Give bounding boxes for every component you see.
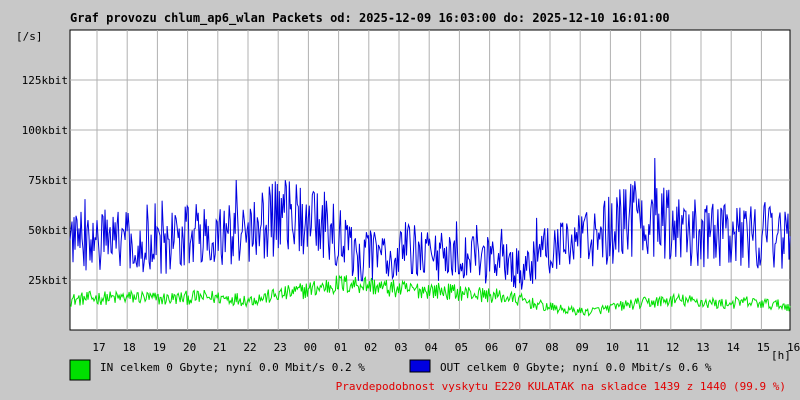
x-tick-label: 11 — [636, 341, 649, 354]
x-tick-label: 22 — [243, 341, 256, 354]
y-tick-label: 50kbit — [28, 224, 68, 237]
x-tick-label: 21 — [213, 341, 226, 354]
x-axis-unit-label: [h] — [771, 349, 791, 362]
x-tick-label: 14 — [727, 341, 741, 354]
x-tick-label: 20 — [183, 341, 196, 354]
x-tick-labels: 17 18 19 20 21 22 23 00 01 02 03 04 05 06 07 08 09 10 11 12… — [92, 341, 800, 354]
legend-in-swatch — [69, 359, 91, 381]
series-lines — [69, 157, 791, 317]
x-tick-label: 13 — [696, 341, 709, 354]
legend-out-swatch — [409, 359, 431, 373]
x-tick-label: 01 — [334, 341, 347, 354]
x-tick-label: 17 — [92, 341, 105, 354]
y-tick-label: 100kbit — [22, 124, 68, 137]
x-tick-label: 12 — [666, 341, 679, 354]
grid — [70, 30, 790, 330]
series-line-out — [69, 157, 791, 290]
y-tick-label: 25kbit — [28, 274, 68, 287]
y-tick-labels: 25kbit 50kbit 75kbit 100kbit 125kbit — [22, 74, 68, 287]
legend-out-label: OUT celkem 0 Gbyte; nyní 0.0 Mbit/s 0.6 … — [440, 361, 712, 374]
legend-in-label: IN celkem 0 Gbyte; nyní 0.0 Mbit/s 0.2 % — [100, 361, 365, 374]
x-tick-label: 05 — [455, 341, 468, 354]
x-tick-label: 00 — [304, 341, 317, 354]
x-tick-label: 09 — [576, 341, 589, 354]
series-line-in — [70, 274, 791, 317]
x-tick-label: 04 — [425, 341, 439, 354]
x-tick-label: 06 — [485, 341, 498, 354]
y-tick-label: 75kbit — [28, 174, 68, 187]
x-tick-label: 10 — [606, 341, 619, 354]
footer-note: Pravdepodobnost vyskytu E220 KULATAK na … — [336, 380, 786, 393]
x-tick-label: 15 — [757, 341, 770, 354]
x-tick-label: 07 — [515, 341, 528, 354]
y-tick-label: 125kbit — [22, 74, 68, 87]
x-tick-label: 23 — [274, 341, 287, 354]
x-tick-label: 16 — [787, 341, 800, 354]
x-tick-label: 08 — [545, 341, 558, 354]
y-axis-unit-label: [/s] — [16, 30, 43, 43]
x-tick-label: 18 — [123, 341, 136, 354]
chart-title: Graf provozu chlum_ap6_wlan Packets od: … — [70, 11, 670, 26]
x-tick-label: 03 — [394, 341, 407, 354]
x-tick-label: 02 — [364, 341, 377, 354]
x-tick-label: 19 — [153, 341, 166, 354]
